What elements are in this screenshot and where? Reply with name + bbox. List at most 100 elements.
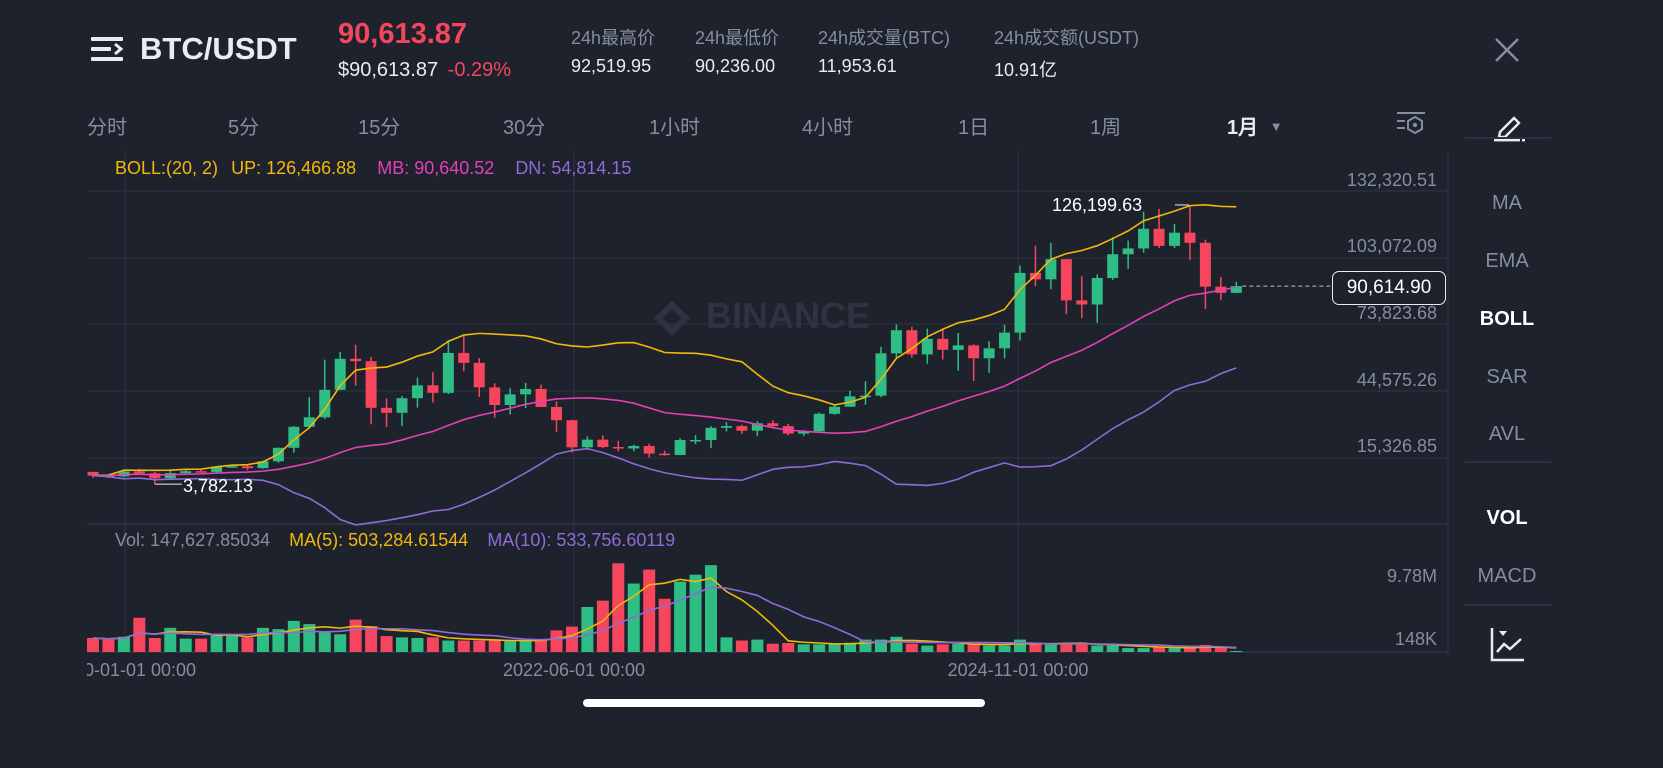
home-indicator xyxy=(583,699,985,707)
candle-body xyxy=(937,338,949,350)
indicator-vol[interactable]: VOL xyxy=(1486,507,1528,529)
candle-body xyxy=(319,389,331,418)
indicator-sar[interactable]: SAR xyxy=(1486,366,1528,388)
candle-body xyxy=(1138,228,1150,249)
candle-body xyxy=(1122,248,1134,255)
boll-middle-line xyxy=(92,286,1237,477)
stat-volume-label: 24h成交量(BTC) xyxy=(818,28,951,48)
tab-15m[interactable]: 15分 xyxy=(358,117,401,139)
vol-ma10-value: MA(10): 533,756.60119 xyxy=(487,530,676,550)
volume-bar xyxy=(442,640,455,652)
volume-bar xyxy=(689,574,702,652)
candle-body xyxy=(211,466,223,472)
candle-body xyxy=(952,345,964,350)
volume-bar xyxy=(1014,639,1026,652)
volume-bar xyxy=(1075,644,1088,652)
volume-bar xyxy=(720,637,733,652)
tab-5m[interactable]: 5分 xyxy=(228,117,260,139)
tab-timeline[interactable]: 分时 xyxy=(87,117,127,139)
candle-body xyxy=(288,426,300,448)
volume-bar xyxy=(905,643,918,652)
volume-bar xyxy=(612,563,625,652)
current-price-tag[interactable]: 90,614.90 xyxy=(1332,271,1446,305)
volume-bar xyxy=(396,637,408,652)
candle-body xyxy=(164,473,176,479)
volume-bar xyxy=(735,640,748,652)
indicator-boll[interactable]: BOLL xyxy=(1479,308,1535,330)
candle-body xyxy=(442,352,454,393)
last-price: 90,613.87 xyxy=(338,18,468,50)
candle-body xyxy=(674,440,686,456)
candle-body xyxy=(133,471,145,474)
candle-body xyxy=(257,461,269,469)
candle-body xyxy=(875,353,887,396)
volume-tick: 148K xyxy=(1394,629,1437,649)
candle-body xyxy=(87,471,99,476)
candle-body xyxy=(1107,254,1119,279)
candle-body xyxy=(551,406,562,421)
candle-body xyxy=(334,358,346,390)
symbol-title[interactable]: BTC/USDT xyxy=(140,31,297,66)
caret-down-icon: ▼ xyxy=(1269,119,1283,134)
price-tick: 15,326.85 xyxy=(1356,436,1437,456)
low-price-label: 3,782.13 xyxy=(183,476,254,496)
tab-30m[interactable]: 30分 xyxy=(503,117,546,139)
stat-high-value: 92,519.95 xyxy=(571,56,652,76)
volume-bar xyxy=(102,639,115,652)
candle-body xyxy=(535,388,547,407)
volume-bar xyxy=(195,638,208,652)
candle-body xyxy=(303,417,315,427)
boll-params: BOLL:(20, 2) xyxy=(115,158,219,178)
candle-body xyxy=(520,388,532,395)
tab-4h[interactable]: 4小时 xyxy=(802,117,854,139)
menu-button[interactable] xyxy=(90,34,126,64)
indicator-macd[interactable]: MACD xyxy=(1477,565,1537,587)
close-button[interactable] xyxy=(1493,36,1521,64)
volume-bar xyxy=(1122,648,1135,652)
volume-bar xyxy=(952,643,965,652)
volume-bar xyxy=(766,643,779,652)
volume-bar xyxy=(426,637,439,652)
volume-bar xyxy=(133,617,146,652)
close-icon xyxy=(1495,38,1519,62)
volume-bar xyxy=(983,645,996,652)
grid xyxy=(87,150,1449,655)
candle-body xyxy=(983,348,995,359)
volume-bar xyxy=(457,640,470,652)
volume-bar xyxy=(380,636,393,652)
candle-body xyxy=(690,439,702,442)
candle-body xyxy=(751,423,763,431)
candle-body xyxy=(180,471,192,474)
candle-body xyxy=(458,352,470,363)
volume-bar xyxy=(287,620,300,652)
volume-bar xyxy=(87,638,99,652)
tab-1d[interactable]: 1日 xyxy=(958,117,990,139)
candle-body xyxy=(504,394,516,406)
candle-body xyxy=(242,466,253,469)
indicator-ema[interactable]: EMA xyxy=(1485,250,1529,272)
volume-bar xyxy=(1230,651,1243,653)
candle-body xyxy=(489,387,501,406)
price-tick: 44,575.26 xyxy=(1356,370,1437,390)
sidebar-divider xyxy=(1465,461,1551,463)
candle-body xyxy=(1230,286,1242,293)
candle-body xyxy=(597,439,609,448)
indicator-avl[interactable]: AVL xyxy=(1488,423,1526,445)
volume-bar xyxy=(272,629,285,652)
volume-bar xyxy=(473,640,486,652)
volume-bar xyxy=(117,636,130,652)
indicator-ma[interactable]: MA xyxy=(1492,192,1522,214)
tab-1M[interactable]: 1月 ▼ xyxy=(1227,111,1283,140)
vol-legend: Vol: 147,627.85034 MA(5): 503,284.61544 … xyxy=(115,530,675,551)
candle-body xyxy=(1153,228,1165,246)
tab-1h[interactable]: 1小时 xyxy=(649,117,701,139)
stat-turnover-value: 10.91亿 xyxy=(994,60,1058,80)
volume-bar xyxy=(751,639,764,652)
tab-1w[interactable]: 1周 xyxy=(1090,117,1122,139)
candle-body xyxy=(999,332,1011,349)
candle-body xyxy=(829,406,841,414)
volume-bar xyxy=(1137,648,1150,652)
candle-body xyxy=(195,471,207,473)
volume-bar xyxy=(179,638,192,652)
